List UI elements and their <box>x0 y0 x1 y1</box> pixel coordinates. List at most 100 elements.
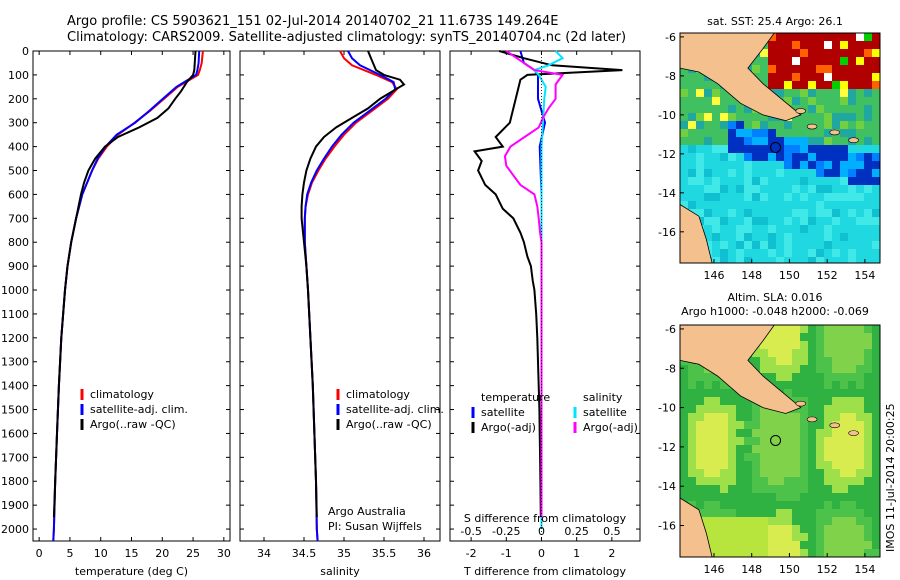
sst_map-cell <box>728 137 736 145</box>
sst_map-cell <box>752 225 760 233</box>
temperature-ytick-label: 1200 <box>1 332 29 345</box>
sst_map-cell <box>760 193 768 201</box>
sla_map-cell <box>744 477 752 485</box>
sst_map-cell <box>736 105 744 113</box>
sla_map-cell <box>816 389 824 397</box>
sst_map-cell <box>784 57 792 65</box>
sst_map-cell <box>768 177 776 185</box>
sst_map-cell <box>776 89 784 97</box>
sst_map-cell <box>792 233 800 241</box>
sst_map-cell <box>728 185 736 193</box>
sla_map-cell <box>792 357 800 365</box>
sla_map-cell <box>680 493 688 501</box>
sla_map-cell <box>712 397 720 405</box>
sla_map-cell <box>696 493 704 501</box>
sla_map-cell <box>864 389 872 397</box>
sla_map-cell <box>752 485 760 493</box>
sst_map-cell <box>832 201 840 209</box>
sst_map-cell <box>696 161 704 169</box>
sst_map-cell <box>704 97 712 105</box>
sst_map-cell <box>776 153 784 161</box>
sst_map-cell <box>832 121 840 129</box>
temperature-ytick-label: 1700 <box>1 451 29 464</box>
sst_map-cell <box>800 233 808 241</box>
sla_map-cell <box>856 397 864 405</box>
sla_map-cell <box>824 533 832 541</box>
sst_map-cell <box>696 81 704 89</box>
sst_map-cell <box>776 249 784 257</box>
sst_map-cell <box>816 161 824 169</box>
sla_map-cell <box>696 469 704 477</box>
sst_map-cell <box>768 49 776 57</box>
sla_map-cell <box>744 541 752 549</box>
sla_map-cell <box>824 509 832 517</box>
temperature-ytick-label: 1300 <box>1 356 29 369</box>
sst_map-cell <box>752 145 760 153</box>
sla_map-cell <box>832 501 840 509</box>
sst_map-cell <box>808 169 816 177</box>
sla_map-cell <box>792 525 800 533</box>
sla_map-cell <box>856 477 864 485</box>
sst_map-cell <box>848 209 856 217</box>
sst_map-cell <box>800 225 808 233</box>
sla_map-cell <box>736 477 744 485</box>
sla_map-cell <box>688 461 696 469</box>
sst_map-cell <box>768 225 776 233</box>
sla_map-cell <box>840 493 848 501</box>
sst_map-cell <box>752 257 760 263</box>
sla_map-cell <box>864 517 872 525</box>
sst_map-cell <box>832 41 840 49</box>
sla_map-cell <box>832 493 840 501</box>
sla_map-cell <box>768 349 776 357</box>
sst_map-cell <box>808 105 816 113</box>
sla_map-cell <box>840 525 848 533</box>
sst_map-cell <box>856 217 864 225</box>
sla_map-cell <box>808 333 816 341</box>
sst_map-cell <box>816 225 824 233</box>
sla_map-cell <box>736 421 744 429</box>
sla_map-cell <box>808 501 816 509</box>
sla_map-cell <box>816 413 824 421</box>
sst_map-cell <box>864 49 872 57</box>
sst_map-cell <box>848 177 856 185</box>
sla_map-cell <box>808 445 816 453</box>
sst_map-cell <box>720 225 728 233</box>
sst_map-cell <box>704 201 712 209</box>
sst_map-cell <box>856 105 864 113</box>
sst_map-cell <box>864 249 872 257</box>
sla_map-cell <box>728 485 736 493</box>
sla_map-cell <box>816 429 824 437</box>
sst_map-cell <box>808 33 816 41</box>
sst_map-cell <box>840 241 848 249</box>
sla_map-cell <box>816 325 824 333</box>
sla_map-cell <box>736 493 744 501</box>
sst_map-cell <box>680 193 688 201</box>
sla_map-cell <box>696 397 704 405</box>
sla_map-cell <box>824 389 832 397</box>
sla_map-cell <box>848 437 856 445</box>
sla_map-cell <box>688 493 696 501</box>
sst_map-cell <box>728 153 736 161</box>
sst_map-cell <box>824 73 832 81</box>
sla_map-cell <box>744 437 752 445</box>
sla_map-cell <box>824 413 832 421</box>
sla_map-cell <box>872 397 880 405</box>
sla_map-cell <box>816 341 824 349</box>
sst_map-cell <box>872 57 880 65</box>
sst_map-cell <box>840 225 848 233</box>
sla_map-cell <box>712 429 720 437</box>
sla_map-cell <box>792 413 800 421</box>
sla_map-cell <box>680 445 688 453</box>
sst_map-cell <box>696 209 704 217</box>
sst_map-cell <box>776 209 784 217</box>
sla_map-cell <box>720 429 728 437</box>
sla_map-cell <box>872 333 880 341</box>
sla_map-cell <box>824 357 832 365</box>
sst_map-cell <box>688 97 696 105</box>
sla_map-cell <box>840 413 848 421</box>
sla_map-cell <box>832 357 840 365</box>
sla_map-cell <box>840 445 848 453</box>
sla_map-cell <box>848 373 856 381</box>
sla_map-cell <box>776 429 784 437</box>
sla_map-cell <box>704 485 712 493</box>
